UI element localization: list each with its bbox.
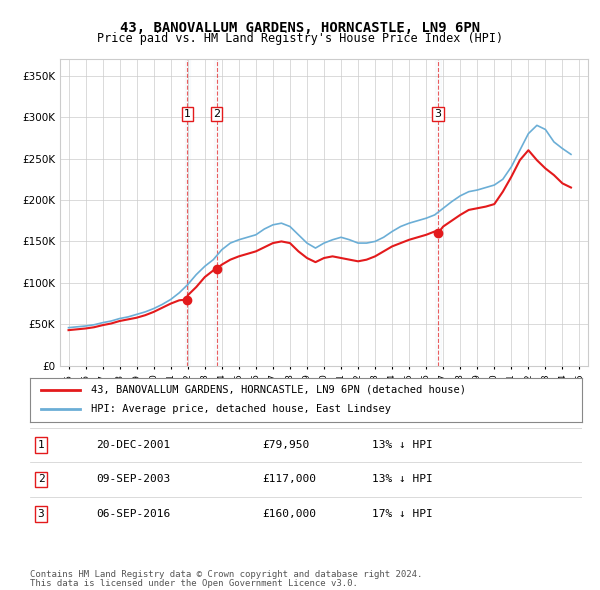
Text: 1: 1 — [38, 440, 44, 450]
Text: 3: 3 — [38, 509, 44, 519]
Text: 43, BANOVALLUM GARDENS, HORNCASTLE, LN9 6PN (detached house): 43, BANOVALLUM GARDENS, HORNCASTLE, LN9 … — [91, 385, 466, 395]
Text: 1: 1 — [184, 109, 191, 119]
Text: 17% ↓ HPI: 17% ↓ HPI — [372, 509, 433, 519]
Text: 06-SEP-2016: 06-SEP-2016 — [96, 509, 170, 519]
Text: £117,000: £117,000 — [262, 474, 316, 484]
Text: 09-SEP-2003: 09-SEP-2003 — [96, 474, 170, 484]
Text: £79,950: £79,950 — [262, 440, 309, 450]
Text: Price paid vs. HM Land Registry's House Price Index (HPI): Price paid vs. HM Land Registry's House … — [97, 32, 503, 45]
Text: Contains HM Land Registry data © Crown copyright and database right 2024.: Contains HM Land Registry data © Crown c… — [30, 571, 422, 579]
Text: 43, BANOVALLUM GARDENS, HORNCASTLE, LN9 6PN: 43, BANOVALLUM GARDENS, HORNCASTLE, LN9 … — [120, 21, 480, 35]
Text: HPI: Average price, detached house, East Lindsey: HPI: Average price, detached house, East… — [91, 405, 391, 414]
Text: 20-DEC-2001: 20-DEC-2001 — [96, 440, 170, 450]
Bar — [214, 59, 219, 366]
Text: 2: 2 — [38, 474, 44, 484]
Text: £160,000: £160,000 — [262, 509, 316, 519]
Text: 13% ↓ HPI: 13% ↓ HPI — [372, 440, 433, 450]
Bar — [436, 59, 440, 366]
Text: 13% ↓ HPI: 13% ↓ HPI — [372, 474, 433, 484]
Text: This data is licensed under the Open Government Licence v3.0.: This data is licensed under the Open Gov… — [30, 579, 358, 588]
Bar — [185, 59, 190, 366]
Text: 2: 2 — [213, 109, 220, 119]
Text: 3: 3 — [434, 109, 442, 119]
